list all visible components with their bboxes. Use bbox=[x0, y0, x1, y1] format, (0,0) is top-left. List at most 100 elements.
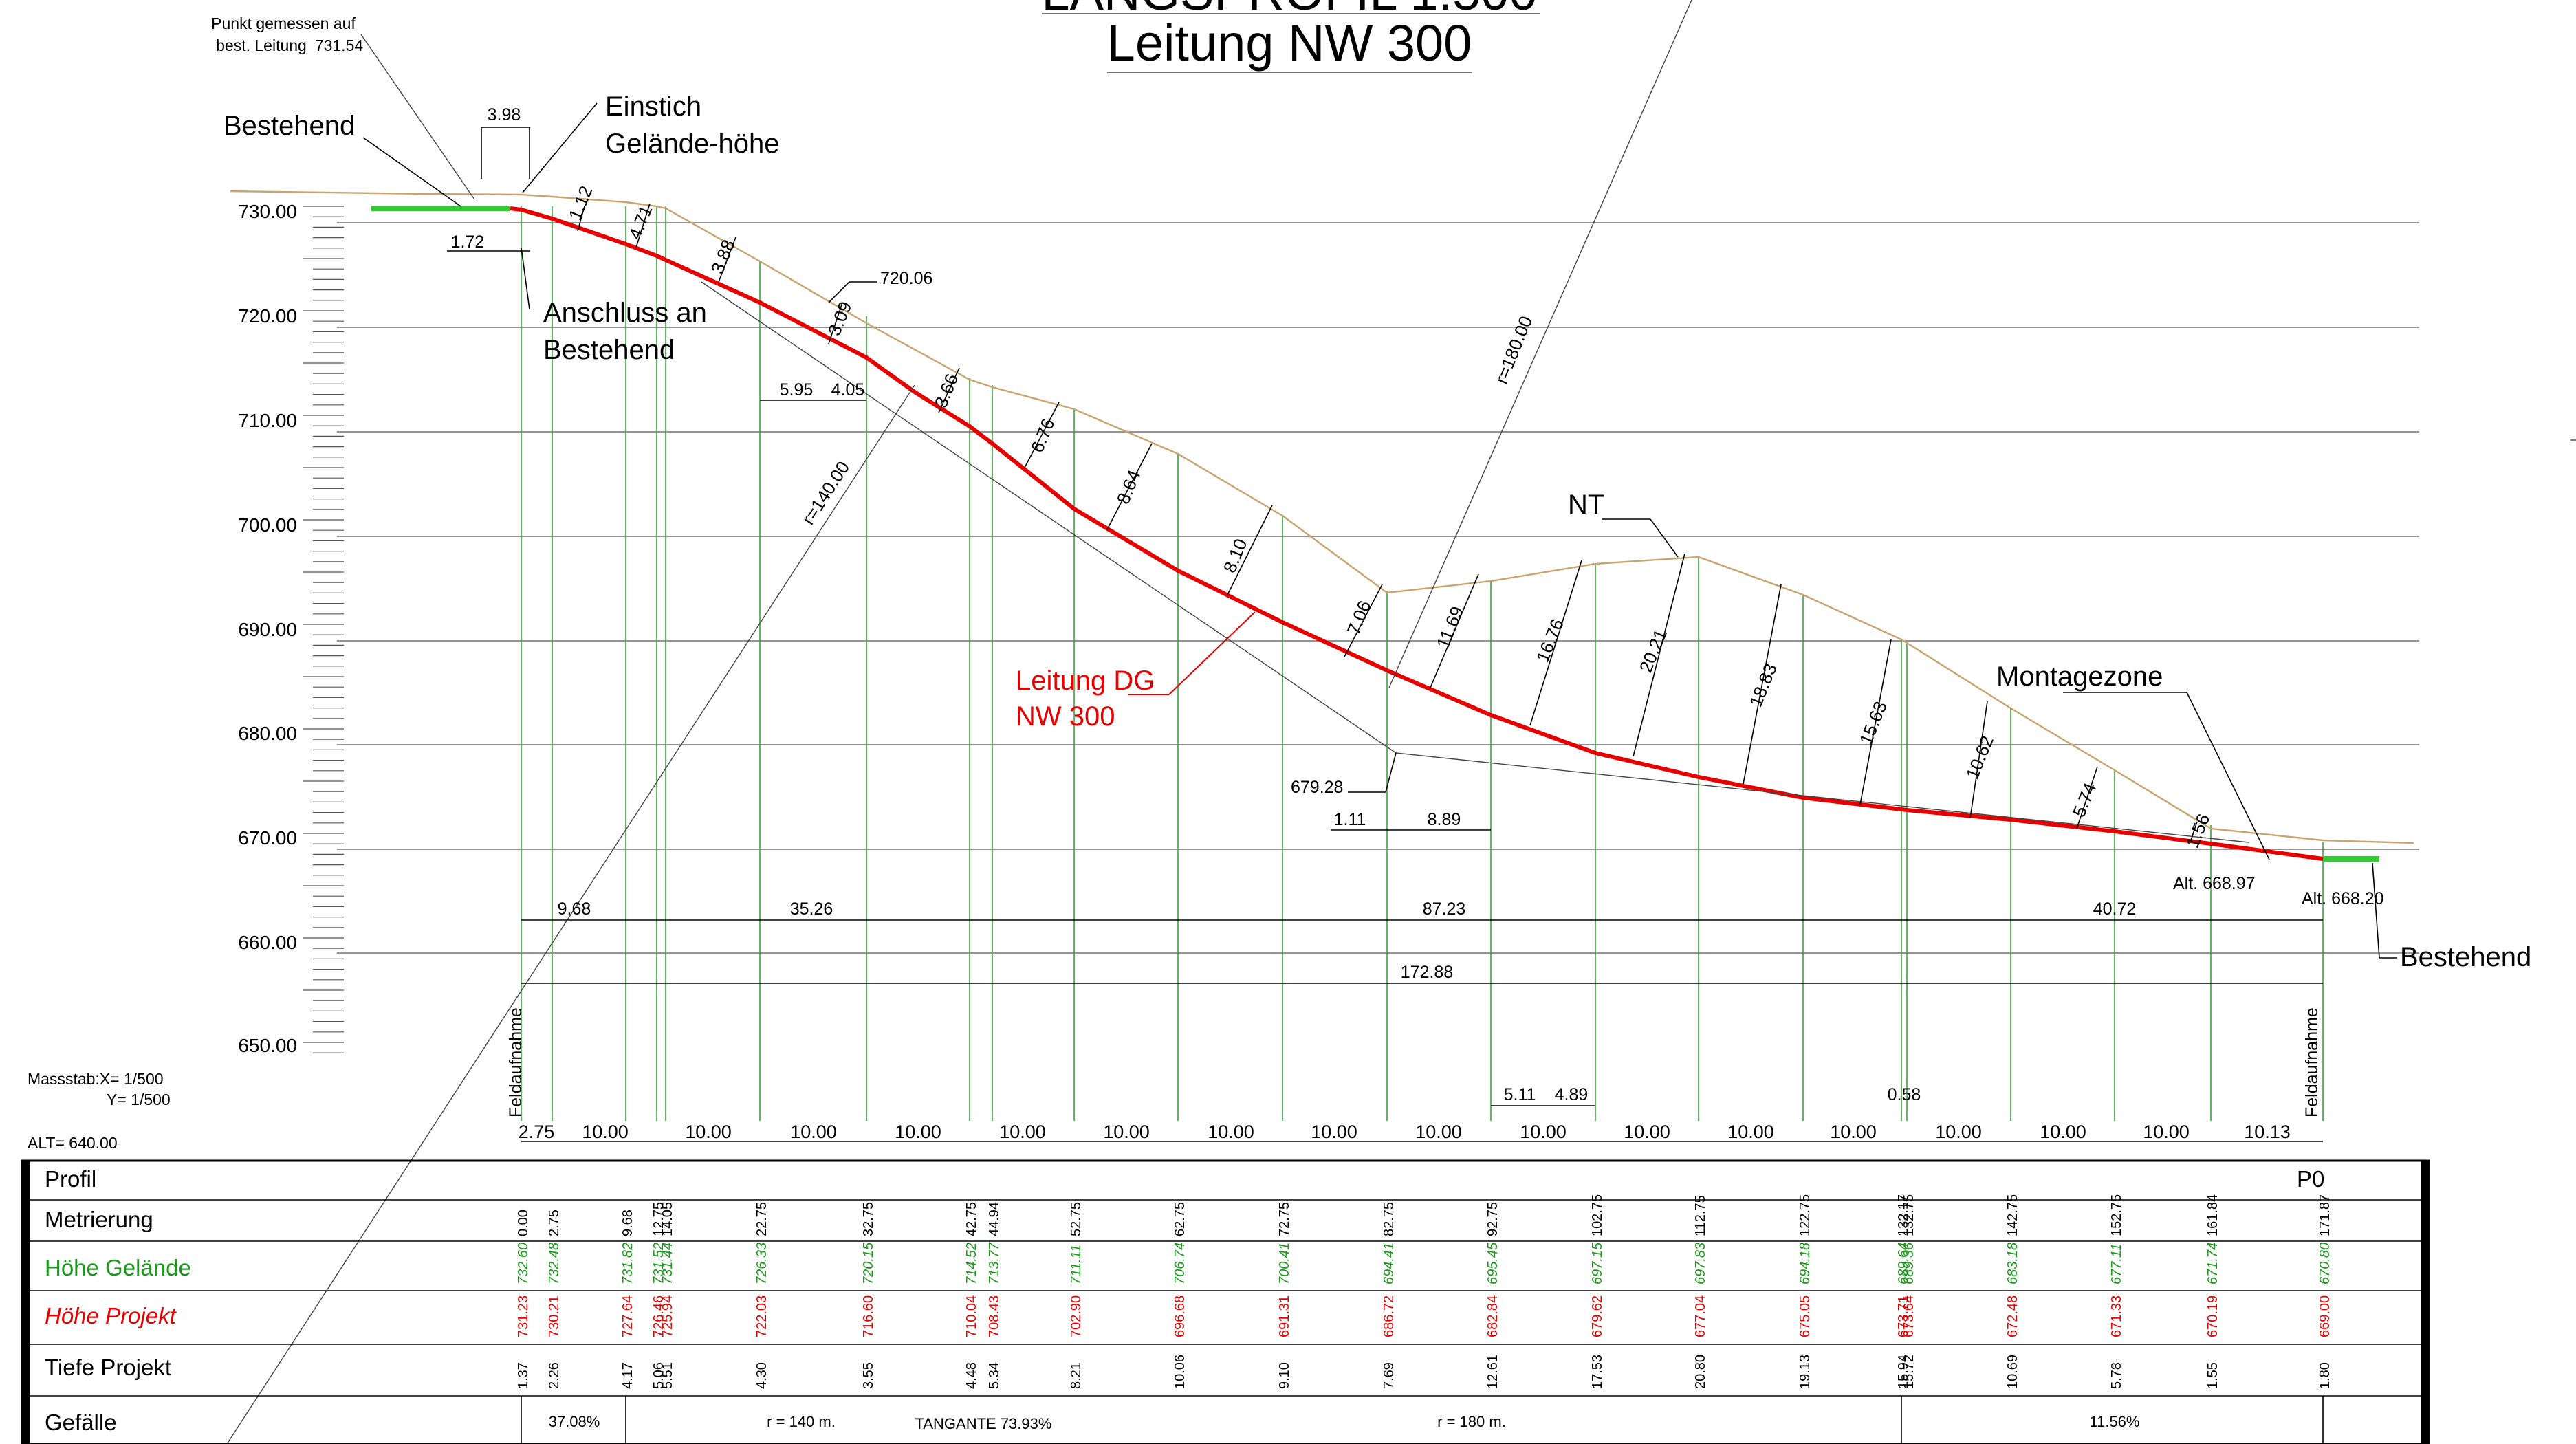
depth-label: 8.10 bbox=[1219, 536, 1252, 576]
spacing-label: 10.00 bbox=[1727, 1122, 1774, 1142]
project-pipe bbox=[510, 206, 2324, 861]
horizontal-dimensions: 9.68 35.26 87.23 40.72 172.88 5.11 4.89 … bbox=[521, 899, 2323, 1106]
bestehend-left-label: Bestehend bbox=[223, 111, 355, 141]
table-cell-hoehe-projekt: 722.03 bbox=[754, 1295, 769, 1337]
table-cell-hoehe-projekt: 669.00 bbox=[2317, 1295, 2333, 1337]
table-cell-metrierung: 122.75 bbox=[1798, 1194, 1813, 1236]
elev-679-28: 679.28 bbox=[1291, 778, 1343, 797]
table-cell-hoehe-projekt: 702.90 bbox=[1069, 1295, 1084, 1337]
table-cell-tiefe-projekt: 17.53 bbox=[1590, 1355, 1605, 1389]
table-cell-hoehe-projekt: 679.62 bbox=[1590, 1295, 1605, 1337]
table-cell-tiefe-projekt: 8.21 bbox=[1069, 1362, 1084, 1389]
table-cell-metrierung: 132.75 bbox=[1901, 1194, 1917, 1236]
table-cell-hoehe-projekt: 691.31 bbox=[1277, 1295, 1292, 1337]
table-cell-hoehe-gelaende: 732.60 bbox=[516, 1243, 531, 1284]
table-cell-hoehe-gelaende: 731.52 bbox=[651, 1243, 666, 1284]
table-cell-tiefe-projekt: 2.26 bbox=[547, 1362, 562, 1389]
table-cell-metrierung: 72.75 bbox=[1277, 1202, 1292, 1236]
table-cell-tiefe-projekt: 12.61 bbox=[1485, 1355, 1500, 1389]
spacing-label: 10.00 bbox=[790, 1122, 837, 1142]
table-cell-metrierung: 62.75 bbox=[1172, 1202, 1188, 1236]
punkt-gemessen-value: 731.54 bbox=[315, 36, 364, 54]
leitung-dg-line2: NW 300 bbox=[1016, 701, 1115, 732]
anschluss-line1: Anschluss an bbox=[543, 298, 707, 328]
table-cell-tiefe-projekt: 4.17 bbox=[620, 1362, 635, 1389]
table-cell-metrierung: 44.94 bbox=[987, 1202, 1002, 1236]
nt-leader-slope bbox=[1650, 518, 1679, 558]
punkt-gemessen-line2: best. Leitung bbox=[216, 36, 307, 54]
table-cell-hoehe-projekt: 708.43 bbox=[987, 1295, 1002, 1337]
elev-720-06: 720.06 bbox=[880, 269, 932, 288]
table-cell-metrierung: 132.17 bbox=[1896, 1194, 1911, 1236]
depth-label: 1.12 bbox=[565, 183, 597, 223]
table-cell-hoehe-gelaende: 731.82 bbox=[620, 1243, 635, 1284]
elev-label: 720.00 bbox=[238, 305, 297, 327]
feldaufnahme-right: Feldaufnahme bbox=[2302, 1007, 2322, 1117]
dim-1-72: 1.72 bbox=[451, 232, 485, 252]
depth-label: 11.69 bbox=[1432, 603, 1467, 651]
table-cell-metrierung: 82.75 bbox=[1382, 1202, 1397, 1236]
dim-172-88: 172.88 bbox=[1401, 963, 1453, 982]
table-cell-tiefe-projekt: 4.30 bbox=[754, 1362, 769, 1389]
table-cell-hoehe-gelaende: 711.11 bbox=[1069, 1245, 1084, 1284]
leitung-dg-line1: Leitung DG bbox=[1016, 666, 1155, 696]
depth-label: 8.64 bbox=[1113, 467, 1145, 507]
spacing-label: 10.00 bbox=[2143, 1122, 2190, 1142]
row-label-hoehe-projekt: Höhe Projekt bbox=[45, 1303, 177, 1328]
table-cell-hoehe-projekt: 710.04 bbox=[964, 1295, 979, 1337]
table-cell-metrierung: 14.05 bbox=[660, 1202, 675, 1236]
table-cell-hoehe-projekt: 672.48 bbox=[2005, 1295, 2020, 1337]
row-label-hoehe-gelaende: Höhe Gelände bbox=[45, 1255, 191, 1280]
table-cell-hoehe-gelaende: 671.74 bbox=[2205, 1243, 2220, 1284]
table-cell-hoehe-gelaende: 695.45 bbox=[1485, 1242, 1500, 1284]
spacing-label: 10.00 bbox=[1311, 1122, 1357, 1142]
elev-label: 680.00 bbox=[238, 723, 297, 744]
alt-668-20: Alt. 668.20 bbox=[2302, 889, 2384, 908]
spacing-label: 10.00 bbox=[685, 1122, 732, 1142]
table-cell-tiefe-projekt: 1.80 bbox=[2317, 1362, 2333, 1389]
dim-35-26: 35.26 bbox=[790, 899, 833, 919]
bestehend-left-leader bbox=[362, 137, 461, 207]
table-cell-hoehe-projekt: 682.84 bbox=[1485, 1295, 1500, 1337]
alt-base: ALT= 640.00 bbox=[28, 1134, 118, 1152]
table-cell-tiefe-projekt: 3.55 bbox=[861, 1362, 876, 1389]
depth-label: 5.74 bbox=[2069, 780, 2101, 820]
bestehend-right-leader-up bbox=[2372, 862, 2380, 959]
dim-87-23: 87.23 bbox=[1423, 899, 1466, 919]
einstich-leader bbox=[522, 102, 598, 193]
elev-label: 650.00 bbox=[238, 1035, 297, 1056]
table-cell-hoehe-gelaende: 713.77 bbox=[987, 1242, 1002, 1284]
einstich-line2: Gelände-höhe bbox=[605, 129, 780, 159]
row-label-profil: Profil bbox=[45, 1166, 96, 1192]
table-cell-hoehe-projekt: 686.72 bbox=[1382, 1295, 1397, 1337]
table-cell-metrierung: 12.75 bbox=[651, 1202, 666, 1236]
depth-label: 3.09 bbox=[824, 298, 856, 338]
row-label-gefaelle: Gefälle bbox=[45, 1410, 117, 1435]
table-cell-hoehe-projekt: 725.94 bbox=[660, 1295, 675, 1337]
table-cell-metrierung: 142.75 bbox=[2005, 1194, 2020, 1236]
feldaufnahme-left: Feldaufnahme bbox=[506, 1007, 525, 1117]
table-cell-hoehe-projekt: 726.46 bbox=[651, 1295, 666, 1337]
table-cell-hoehe-gelaende: 694.18 bbox=[1798, 1243, 1813, 1284]
dim-9-68: 9.68 bbox=[558, 899, 591, 919]
table-cell-metrierung: 22.75 bbox=[754, 1202, 769, 1236]
table-cell-tiefe-projekt: 20.80 bbox=[1693, 1355, 1708, 1389]
dim-8-89: 8.89 bbox=[1428, 810, 1461, 829]
table-cell-tiefe-projekt: 15.72 bbox=[1901, 1355, 1917, 1389]
table-cell-metrierung: 152.75 bbox=[2109, 1194, 2124, 1236]
data-table: Profil Metrierung Höhe Gelände Höhe Proj… bbox=[21, 1159, 2430, 1444]
table-cell-hoehe-gelaende: 697.83 bbox=[1693, 1243, 1708, 1284]
elev-label: 670.00 bbox=[238, 827, 297, 849]
nt-label: NT bbox=[1568, 490, 1604, 520]
table-cell-hoehe-gelaende: 732.48 bbox=[547, 1243, 562, 1284]
table-cell-hoehe-projekt: 675.05 bbox=[1798, 1295, 1813, 1337]
spacing-label: 10.00 bbox=[2040, 1122, 2086, 1142]
table-cell-tiefe-projekt: 5.51 bbox=[660, 1362, 675, 1389]
dim-5-95: 5.95 bbox=[780, 380, 814, 400]
table-cell-tiefe-projekt: 15.94 bbox=[1896, 1355, 1911, 1389]
spacing-label: 10.00 bbox=[1208, 1122, 1254, 1142]
table-cell-hoehe-projekt: 696.68 bbox=[1172, 1295, 1188, 1337]
tangent-line-upper bbox=[701, 281, 1397, 754]
elev-label: 700.00 bbox=[238, 514, 297, 536]
table-cell-hoehe-gelaende: 683.18 bbox=[2005, 1243, 2020, 1284]
